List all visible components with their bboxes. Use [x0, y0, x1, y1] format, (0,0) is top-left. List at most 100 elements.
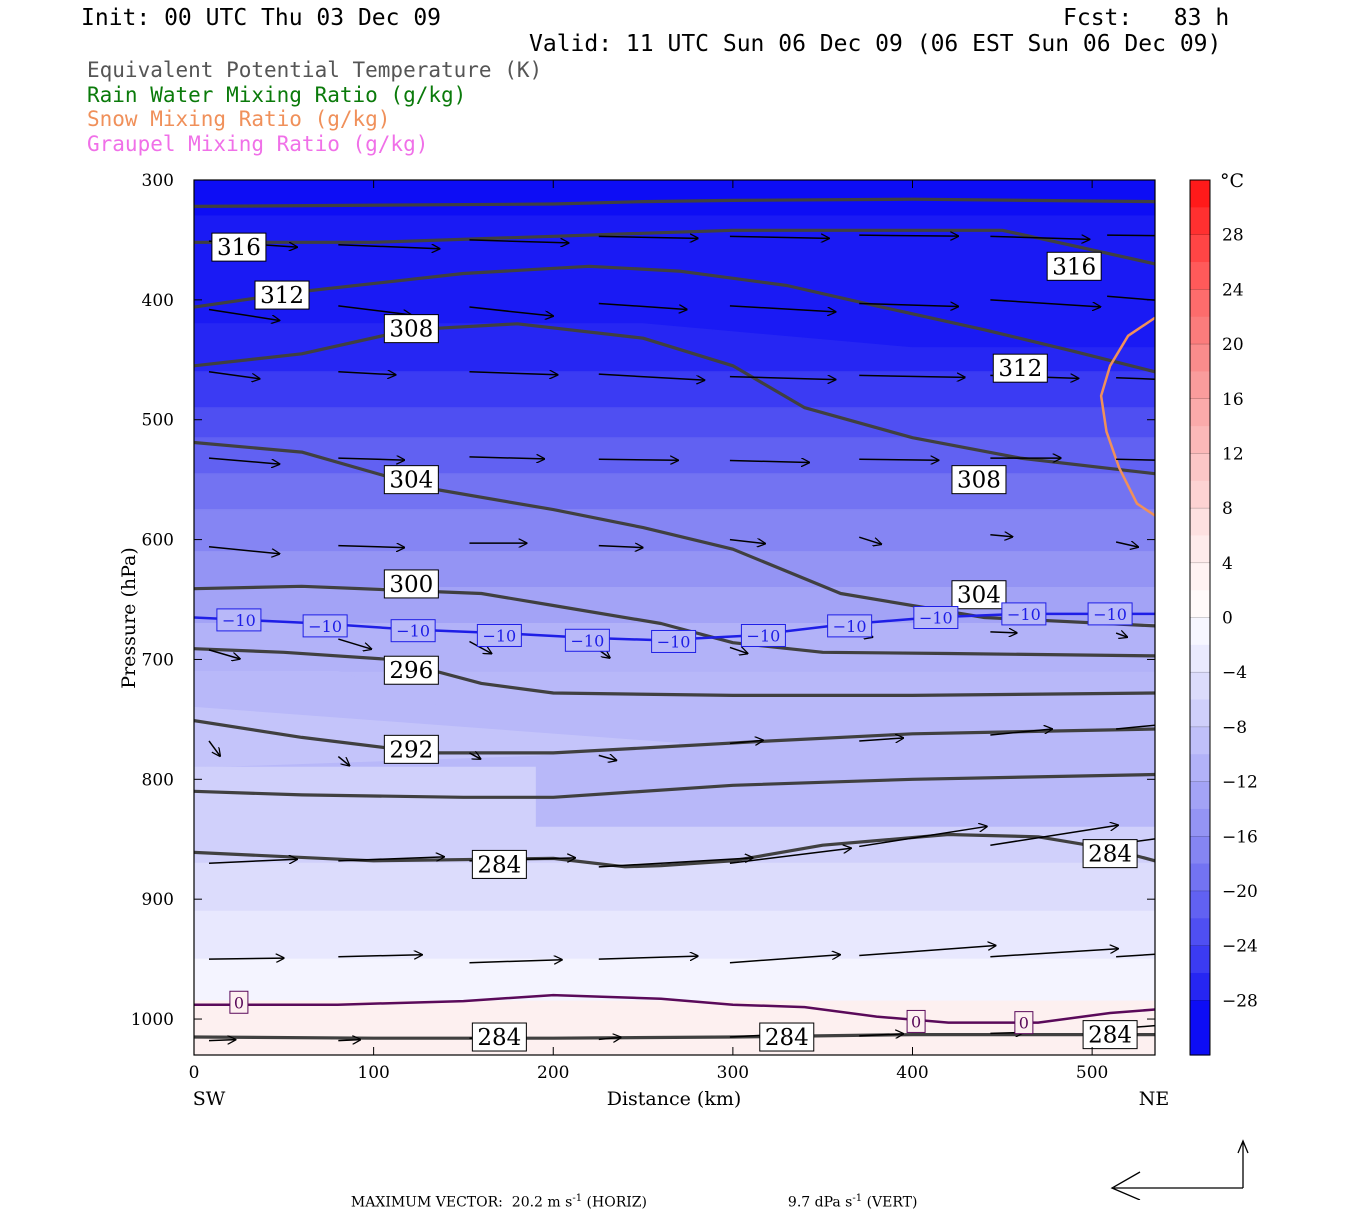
wind-vector	[469, 457, 544, 459]
max-vector-note: MAXIMUM VECTOR: 20.2 m s-1 (HORIZ)	[342, 1177, 647, 1211]
isotherm-label: −10	[747, 626, 781, 645]
colorbar-swatch	[1190, 781, 1210, 810]
isotherm-label: −10	[919, 609, 953, 628]
theta-e-label-box	[383, 314, 439, 344]
colorbar-swatch	[1190, 426, 1210, 455]
colorbar-tick-label: −8	[1222, 718, 1247, 738]
wind-vector	[1115, 633, 1127, 637]
wind-vector	[859, 946, 995, 957]
wind-vector	[990, 729, 1052, 736]
theta-e-contour	[194, 719, 1155, 755]
theta-e-contour	[194, 228, 1155, 266]
x-tick-label: 500	[1076, 1063, 1108, 1083]
colorbar-swatch	[1190, 699, 1210, 728]
colorbar-swatch	[1190, 617, 1210, 646]
theta-e-contour	[194, 264, 1155, 374]
theta-e-contour	[194, 772, 1155, 799]
wind-vector	[208, 740, 220, 756]
wind-vector	[859, 738, 903, 741]
theta-e-contour	[194, 584, 1155, 658]
y-tick-label: 600	[142, 531, 174, 551]
theta-e-label-box	[759, 1022, 815, 1052]
isotherm-label-box	[564, 628, 610, 652]
wind-vector	[208, 649, 240, 659]
colorbar-swatch	[1190, 1000, 1210, 1056]
wind-vector	[337, 755, 349, 766]
legend-rain: Rain Water Mixing Ratio (g/kg)	[87, 83, 467, 107]
wind-vector	[338, 546, 404, 548]
wind-vector	[729, 848, 851, 864]
theta-e-label: 292	[389, 737, 433, 763]
colorbar-swatch	[1190, 890, 1210, 919]
vert-value: 9.7 dPa s	[787, 1194, 853, 1211]
valid-time: Valid: 11 UTC Sun 06 Dec 09 (06 EST Sun …	[529, 31, 1222, 57]
wind-vector	[598, 236, 698, 238]
theta-e-label: 316	[1052, 254, 1096, 280]
wind-vector	[1115, 542, 1138, 547]
temperature-band	[194, 551, 1155, 588]
wind-vector	[469, 640, 491, 653]
theta-e-label: 308	[389, 317, 433, 343]
theta-e-label-box	[471, 1022, 527, 1052]
y-tick-label: 300	[142, 171, 174, 191]
theta-e-label-box	[383, 655, 439, 685]
theta-e-label: 284	[765, 1025, 809, 1051]
x-end-label-left: SW	[193, 1088, 226, 1110]
theta-e-label: 300	[389, 572, 433, 598]
theta-e-label-box	[383, 465, 439, 495]
colorbar-tick-label: 4	[1222, 554, 1233, 574]
isotherm-label-box	[390, 619, 436, 643]
x-axis-label: Distance (km)	[607, 1088, 742, 1110]
theta-e-label-box	[211, 232, 267, 262]
wind-vector	[1116, 377, 1155, 380]
wind-vector	[859, 375, 965, 377]
colorbar-swatch	[1190, 508, 1210, 537]
isotherm-label: 0	[234, 993, 244, 1012]
colorbar-tick-label: −28	[1222, 991, 1258, 1011]
wind-vector	[990, 535, 1012, 537]
colorbar-swatch	[1190, 644, 1210, 673]
wind-vector	[469, 960, 561, 963]
colorbar-swatch	[1190, 316, 1210, 345]
wind-vector	[338, 372, 395, 375]
wind-vector	[598, 302, 687, 309]
wind-vector	[1107, 234, 1155, 237]
theta-e-label: 284	[1088, 1023, 1132, 1049]
snow-contour	[1099, 316, 1155, 517]
wind-vector	[469, 306, 553, 316]
colorbar-swatch	[1190, 207, 1210, 236]
isotherm-label-box	[1014, 1011, 1034, 1035]
isotherm-zero	[194, 993, 1155, 1024]
wind-vector	[990, 236, 1089, 239]
colorbar-unit: °C	[1220, 170, 1244, 192]
wind-vector	[598, 858, 753, 868]
isotherm-label-box	[906, 1009, 926, 1033]
theta-e-label: 316	[217, 235, 261, 261]
wind-vector	[469, 753, 480, 759]
temperature-band	[194, 371, 1155, 409]
wind-vector	[729, 460, 809, 462]
isotherm-label-box	[1087, 602, 1133, 626]
horiz-exponent: -1	[572, 1193, 583, 1204]
colorbar-swatch	[1190, 234, 1210, 263]
colorbar-swatch	[1190, 918, 1210, 947]
theta-e-contour	[194, 647, 1155, 698]
colorbar-swatch	[1190, 945, 1210, 974]
isotherm-label: −10	[482, 626, 516, 645]
theta-e-label-box	[1082, 1020, 1138, 1050]
colorbar-swatch	[1190, 371, 1210, 400]
wind-vector	[598, 373, 705, 380]
wind-vector	[469, 240, 568, 243]
colorbar-swatch	[1190, 262, 1210, 290]
theta-e-label: 304	[957, 583, 1001, 609]
isotherm-label-box	[216, 608, 262, 632]
theta-e-label: 308	[957, 468, 1001, 494]
wind-vector	[1116, 953, 1155, 958]
colorbar-swatch	[1190, 726, 1210, 755]
wind-vector	[338, 857, 444, 861]
temperature-band	[194, 407, 1155, 439]
wind-vector	[859, 235, 958, 236]
colorbar-frame	[1189, 179, 1211, 1056]
colorbar-tick-label: 0	[1222, 609, 1233, 629]
